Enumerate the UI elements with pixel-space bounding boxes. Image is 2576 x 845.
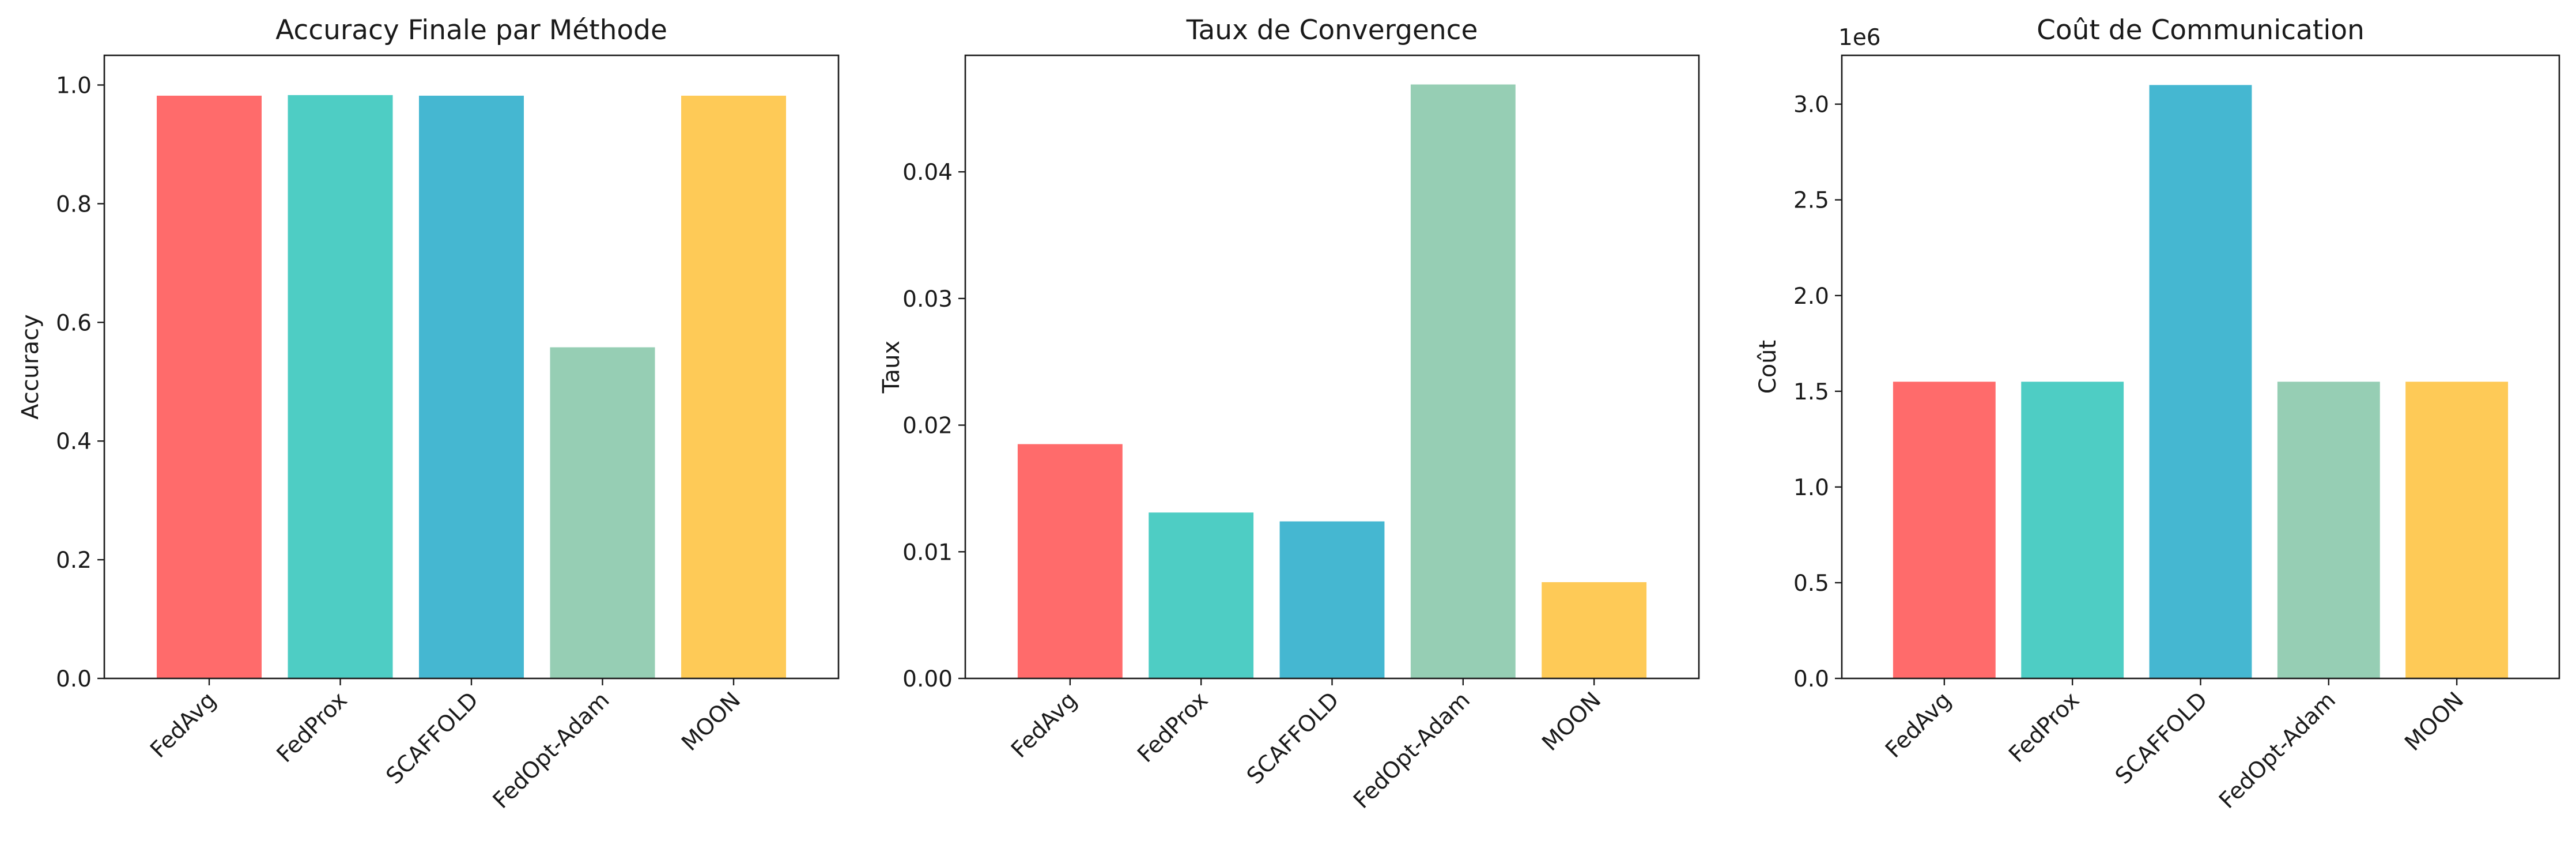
bar-cost-fedprox bbox=[2021, 382, 2124, 678]
bar-accuracy-scaffold bbox=[419, 96, 524, 678]
bar-accuracy-moon bbox=[681, 96, 786, 678]
bar-cost-fedopt-adam bbox=[2277, 382, 2380, 678]
bar-accuracy-fedavg bbox=[157, 96, 262, 678]
ytick-label-accuracy: 0.0 bbox=[56, 666, 92, 692]
bar-cost-moon bbox=[2405, 382, 2509, 678]
y-axis-label-convergence: Taux bbox=[878, 341, 905, 394]
xtick-label-convergence-fedprox: FedProx bbox=[1132, 687, 1213, 768]
bar-cost-scaffold bbox=[2149, 85, 2252, 678]
xtick-label-cost-fedavg: FedAvg bbox=[1880, 687, 1956, 763]
xtick-label-accuracy-fedopt-adam: FedOpt-Adam bbox=[488, 687, 615, 814]
chart-title-convergence: Taux de Convergence bbox=[1186, 14, 1478, 46]
xtick-label-accuracy-moon: MOON bbox=[677, 687, 746, 756]
panel-communication-cost: 0.0 0.5 1.0 1.5 2.0 2.5 3.0 FedAvg FedProx SCAFFO… bbox=[1755, 14, 2560, 814]
panel-convergence: 0.00 0.01 0.02 0.03 0.04 FedAvg FedProx SCAFFOL… bbox=[878, 14, 1700, 814]
ytick-label-cost: 1.5 bbox=[1793, 379, 1829, 405]
ytick-label-accuracy: 0.2 bbox=[56, 548, 92, 574]
bar-convergence-fedopt-adam bbox=[1410, 84, 1516, 678]
xtick-label-convergence-fedavg: FedAvg bbox=[1006, 687, 1082, 763]
bar-convergence-scaffold bbox=[1279, 521, 1385, 678]
ytick-label-cost: 3.0 bbox=[1793, 92, 1829, 118]
chart-title-accuracy: Accuracy Finale par Méthode bbox=[275, 14, 667, 46]
panel-accuracy: 0.0 0.2 0.4 0.6 0.8 1.0 FedAvg FedProx SCAFFOLD F… bbox=[17, 14, 840, 814]
y-axis-label-accuracy: Accuracy bbox=[17, 314, 44, 420]
xtick-label-accuracy-scaffold: SCAFFOLD bbox=[382, 687, 484, 789]
xtick-label-convergence-moon: MOON bbox=[1538, 687, 1607, 756]
xtick-label-convergence-scaffold: SCAFFOLD bbox=[1242, 687, 1344, 789]
xtick-label-convergence-fedopt-adam: FedOpt-Adam bbox=[1349, 687, 1475, 814]
ytick-label-accuracy: 0.6 bbox=[56, 310, 92, 336]
xtick-label-cost-scaffold: SCAFFOLD bbox=[2110, 687, 2212, 789]
bar-accuracy-fedopt-adam bbox=[550, 347, 655, 678]
xtick-label-accuracy-fedprox: FedProx bbox=[272, 687, 353, 768]
ytick-label-cost: 0.0 bbox=[1793, 666, 1829, 692]
y-axis-offset-cost: 1e6 bbox=[1838, 25, 1881, 51]
xtick-label-cost-moon: MOON bbox=[2400, 687, 2469, 756]
ytick-label-accuracy: 0.8 bbox=[56, 191, 92, 217]
ytick-label-cost: 2.5 bbox=[1793, 188, 1829, 214]
bar-cost-fedavg bbox=[1893, 382, 1996, 678]
bar-convergence-fedprox bbox=[1149, 512, 1254, 678]
ytick-label-convergence: 0.03 bbox=[902, 286, 953, 312]
ytick-label-cost: 1.0 bbox=[1793, 475, 1829, 501]
ytick-label-convergence: 0.01 bbox=[902, 540, 953, 565]
chart-title-cost: Coût de Communication bbox=[2037, 14, 2365, 46]
y-axis-label-cost: Coût bbox=[1755, 340, 1781, 394]
ytick-label-cost: 2.0 bbox=[1793, 284, 1829, 310]
xtick-label-cost-fedopt-adam: FedOpt-Adam bbox=[2214, 687, 2341, 814]
ytick-label-convergence: 0.04 bbox=[902, 160, 953, 186]
ytick-label-convergence: 0.00 bbox=[902, 666, 953, 692]
bar-accuracy-fedprox bbox=[288, 95, 393, 678]
bar-convergence-moon bbox=[1542, 582, 1647, 678]
ytick-label-accuracy: 1.0 bbox=[56, 73, 92, 99]
ytick-label-convergence: 0.02 bbox=[902, 413, 953, 439]
xtick-label-cost-fedprox: FedProx bbox=[2004, 687, 2084, 768]
bar-convergence-fedavg bbox=[1017, 444, 1123, 678]
xtick-label-accuracy-fedavg: FedAvg bbox=[145, 687, 221, 763]
ytick-label-accuracy: 0.4 bbox=[56, 429, 92, 455]
ytick-label-cost: 0.5 bbox=[1793, 571, 1829, 597]
